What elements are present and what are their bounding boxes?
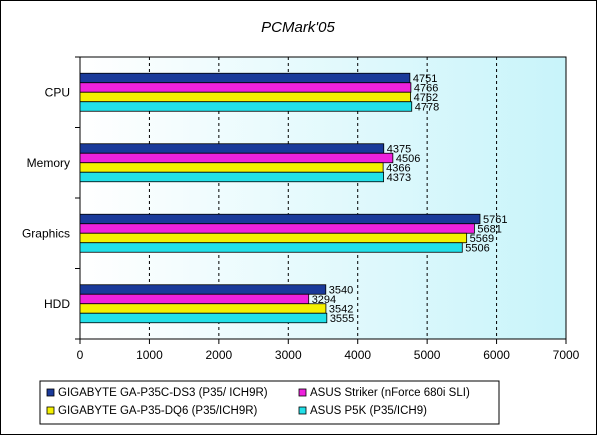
x-tick-label: 2000 (206, 348, 233, 362)
x-tick-label: 5000 (414, 348, 441, 362)
data-label: 5681 (477, 223, 501, 235)
data-label: 4766 (414, 82, 438, 94)
data-label: 4375 (387, 143, 411, 155)
bar (79, 293, 310, 305)
legend-entry: GIGABYTE GA-P35C-DS3 (P35/ ICH9R) (58, 387, 268, 399)
bar (79, 312, 328, 324)
bar (79, 143, 385, 154)
data-label: 4778 (415, 101, 439, 113)
legend-swatch (298, 388, 307, 397)
legend: GIGABYTE GA-P35C-DS3 (P35/ ICH9R) ASUS St… (39, 380, 500, 425)
bar (79, 152, 394, 164)
data-label: 5506 (465, 242, 489, 254)
data-label: 4373 (387, 172, 411, 184)
bar (79, 242, 463, 253)
legend-box (39, 380, 500, 425)
bar (79, 303, 327, 314)
legend-entry: ASUS Striker (nForce 680i SLI) (310, 387, 470, 399)
legend-swatch (46, 388, 55, 397)
legend-entry: ASUS P5K (P35/ICH9) (310, 405, 427, 417)
data-label: 4506 (396, 153, 420, 165)
category-label: CPU (45, 85, 70, 99)
bar (79, 232, 468, 244)
bar (79, 101, 413, 112)
bar (79, 91, 412, 103)
x-tick-label: 6000 (483, 348, 510, 362)
category-label: Graphics (22, 226, 70, 240)
bar (79, 223, 475, 234)
bar (79, 82, 412, 93)
data-label: 3294 (312, 294, 336, 306)
data-label: 3555 (330, 313, 354, 325)
category-label: HDD (44, 297, 70, 311)
bar (79, 171, 385, 183)
category-label: Memory (27, 156, 70, 170)
x-tick-label: 4000 (344, 348, 371, 362)
x-tick-label: 1000 (136, 348, 163, 362)
data-label: 4366 (386, 162, 410, 174)
x-tick-label: 3000 (275, 348, 302, 362)
bar (79, 213, 481, 225)
x-tick-label: 0 (77, 348, 84, 362)
legend-swatch (46, 406, 55, 415)
data-label: 3540 (329, 284, 353, 296)
bar (79, 72, 411, 84)
axes: 0 1000 2000 3000 4000 5000 6000 7000 CPU Memory Gr… (22, 56, 580, 362)
bar (79, 284, 327, 295)
data-label: 4762 (414, 92, 438, 104)
legend-entry: GIGABYTE GA-P35-DQ6 (P35/ICH9R) (58, 405, 258, 417)
x-tick-label: 7000 (553, 348, 580, 362)
chart-title: PCMark'05 (261, 19, 335, 36)
data-label: 3542 (329, 303, 353, 315)
bar (79, 162, 384, 173)
data-label: 5761 (483, 214, 507, 226)
data-label: 4751 (413, 73, 437, 85)
legend-swatch (298, 406, 307, 415)
data-label: 5569 (470, 233, 494, 245)
